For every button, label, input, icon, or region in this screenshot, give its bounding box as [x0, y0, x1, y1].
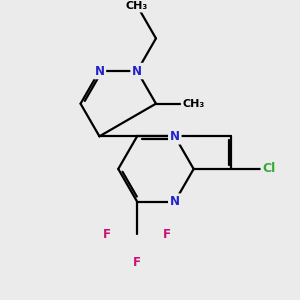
Text: F: F [133, 256, 141, 269]
Text: CH₃: CH₃ [126, 1, 148, 11]
Text: N: N [94, 64, 104, 77]
Text: N: N [170, 130, 180, 143]
Text: N: N [132, 64, 142, 77]
Text: F: F [163, 228, 171, 241]
Text: F: F [103, 228, 111, 241]
Text: Cl: Cl [262, 163, 276, 176]
Text: CH₃: CH₃ [182, 99, 205, 109]
Text: N: N [170, 195, 180, 208]
